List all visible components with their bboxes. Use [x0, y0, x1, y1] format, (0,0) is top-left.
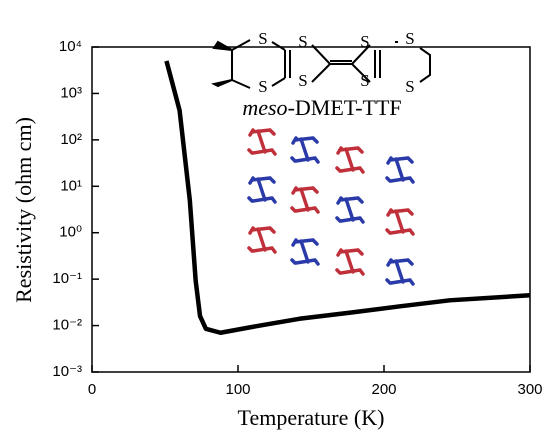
- y-axis-label: Resistivity (ohm cm): [11, 117, 36, 303]
- annotation-italic: meso: [242, 95, 287, 120]
- plot-frame: [91, 46, 531, 373]
- y-tick-label: 10⁴: [59, 38, 82, 55]
- atom-label: S: [360, 32, 369, 51]
- data-line: [164, 60, 531, 336]
- y-tick-label: 10⁻³: [52, 363, 82, 380]
- y-tick-label: 10¹: [60, 177, 82, 194]
- x-tick-label: 200: [371, 381, 396, 398]
- y-tick-label: 10⁻²: [52, 317, 82, 334]
- x-axis-label: Temperature (K): [238, 405, 385, 430]
- atom-label: S: [405, 77, 414, 96]
- atom-label: S: [258, 29, 267, 48]
- molecule-structure: [211, 39, 431, 89]
- annotation-text: -DMET-TTF: [288, 95, 402, 120]
- atom-label: S: [258, 77, 267, 96]
- x-tick-label: 300: [517, 381, 542, 398]
- x-tick-label: 0: [88, 381, 96, 398]
- x-tick-label: 100: [225, 381, 250, 398]
- atom-label: S: [360, 71, 369, 90]
- annotation: meso-DMET-TTF: [242, 95, 401, 120]
- y-tick-label: 10⁻¹: [52, 270, 82, 287]
- y-tick-label: 10⁰: [59, 224, 82, 241]
- packing-icons: [247, 128, 415, 286]
- atom-label: S: [405, 29, 414, 48]
- y-tick-label: 10³: [60, 84, 82, 101]
- y-tick-label: 10²: [60, 131, 82, 148]
- atom-label: S: [298, 71, 307, 90]
- atom-label: S: [298, 32, 307, 51]
